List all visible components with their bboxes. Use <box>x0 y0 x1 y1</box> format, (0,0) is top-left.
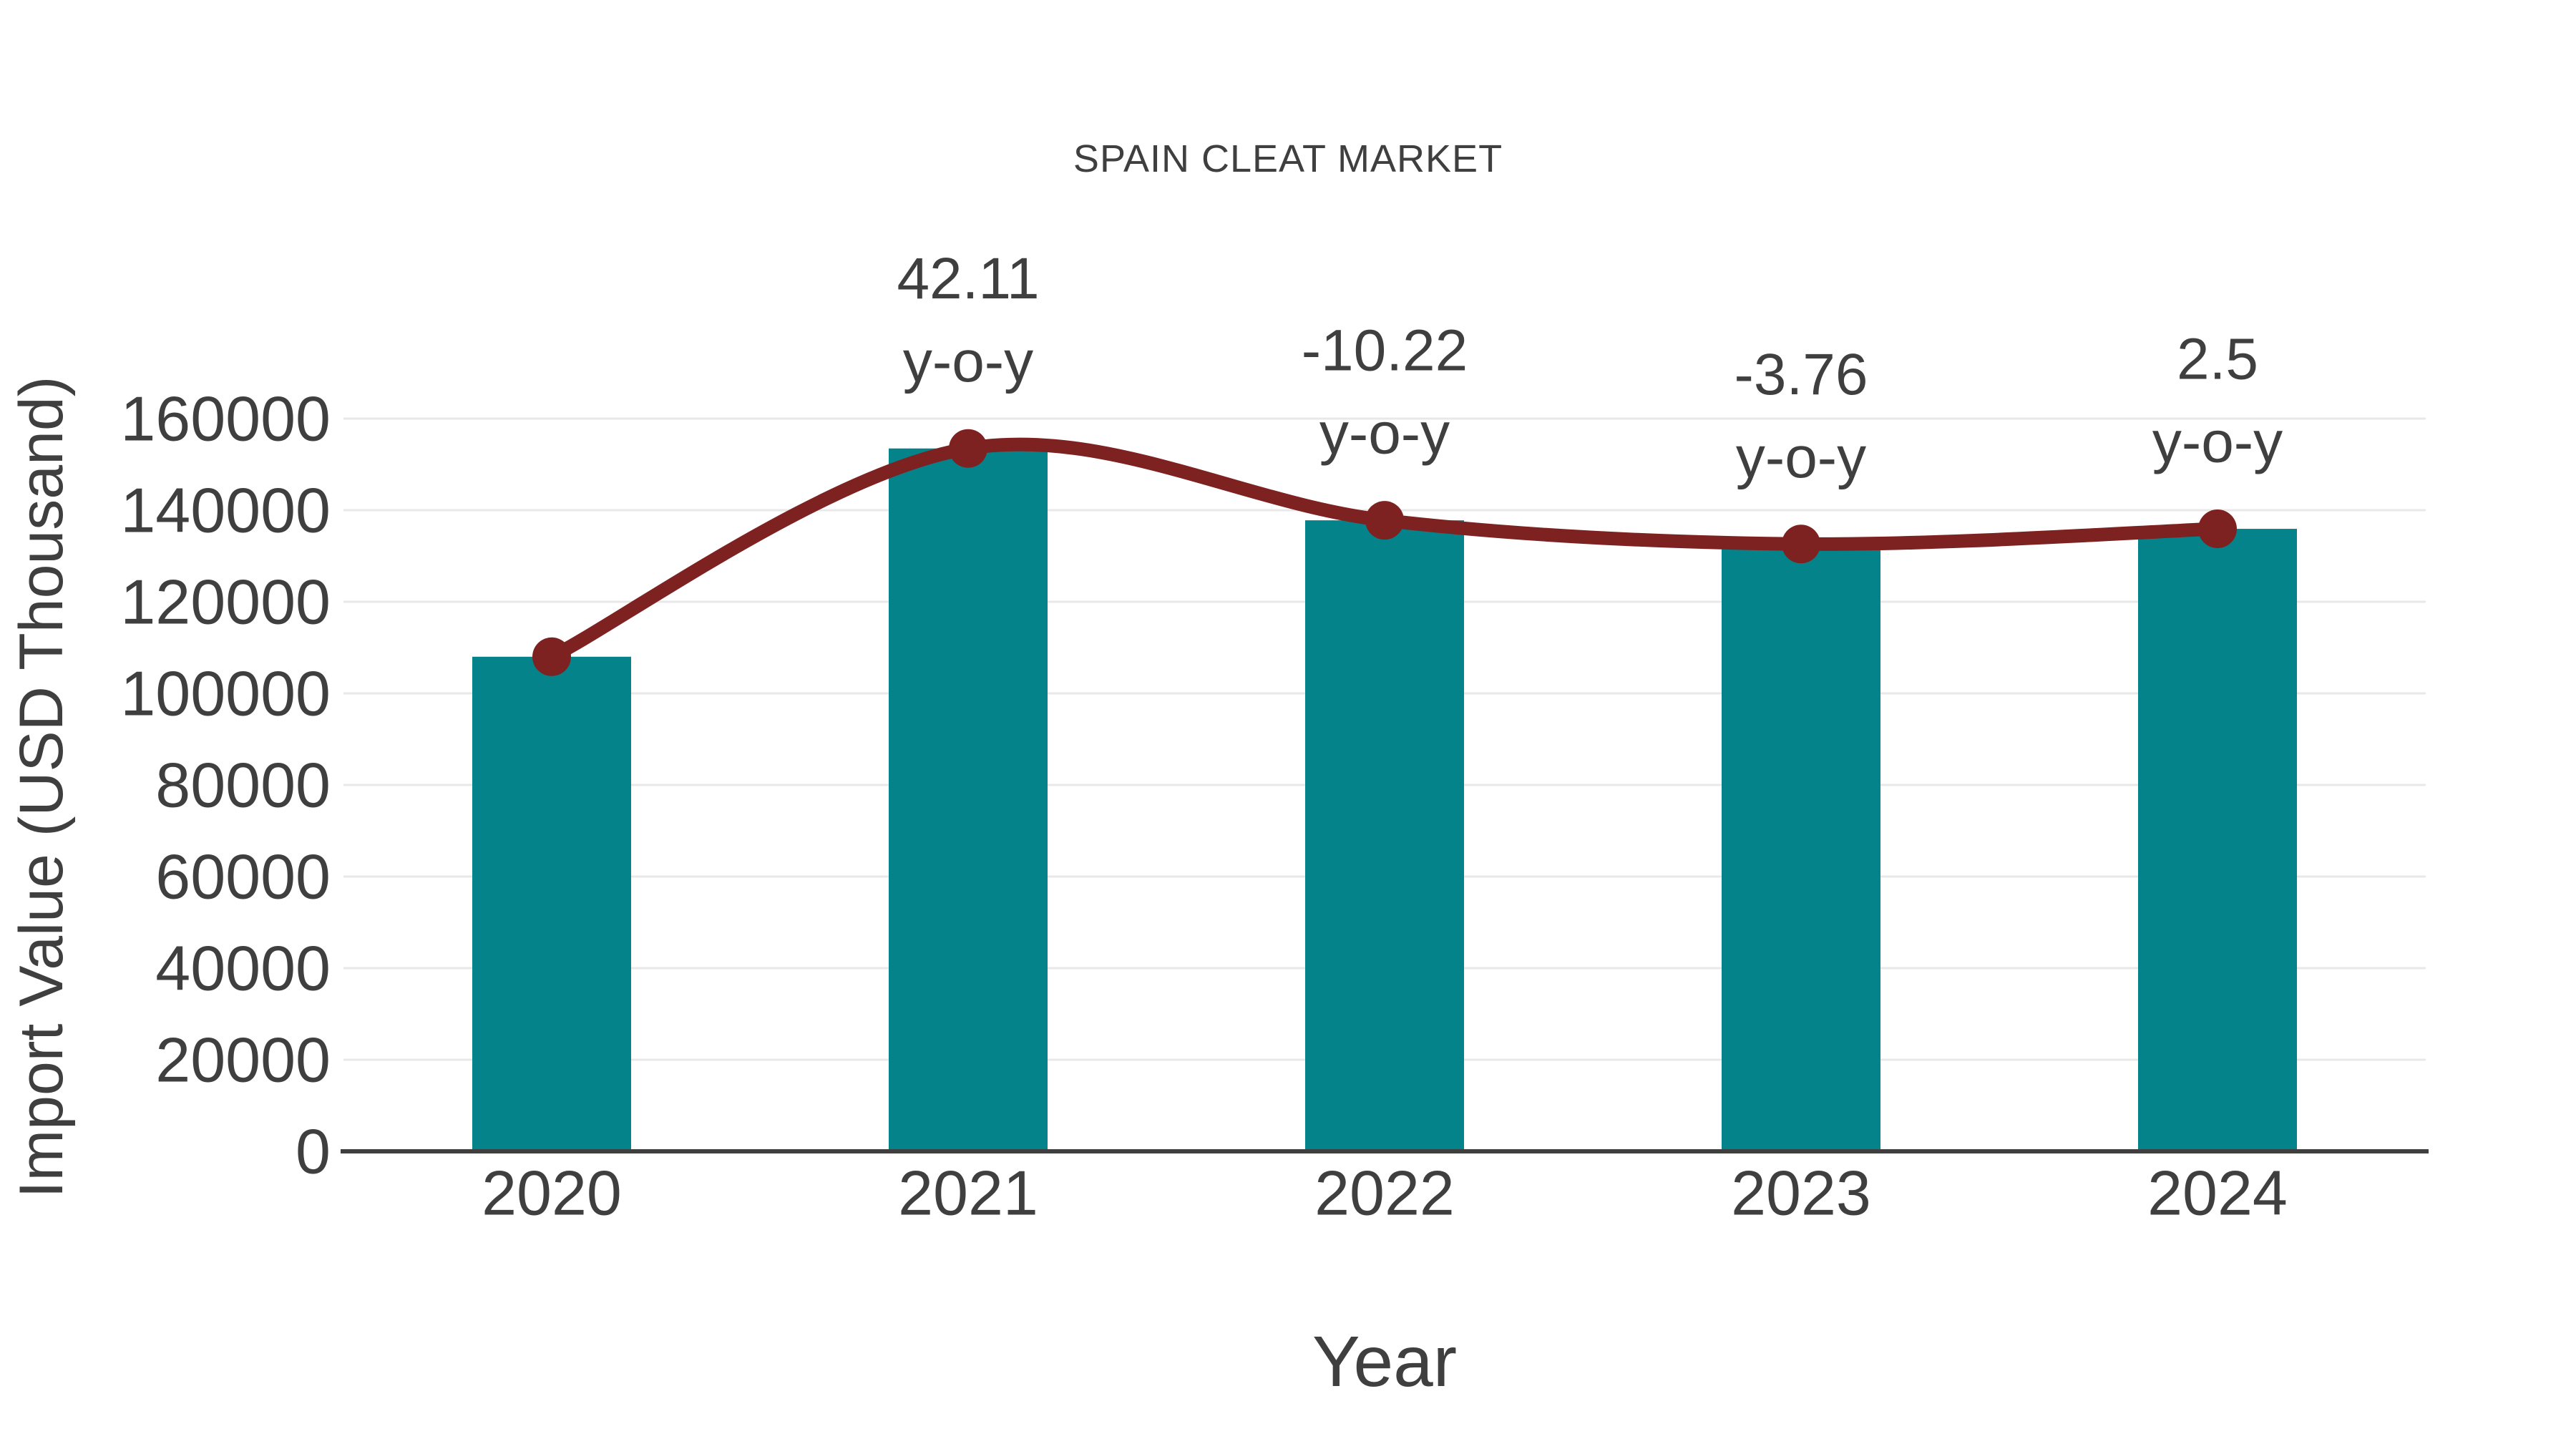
x-tick-label-2022: 2022 <box>1314 1158 1455 1229</box>
bar-2024 <box>2138 529 2297 1151</box>
line-marker-2020 <box>532 637 571 676</box>
x-axis-tick-labels: 2020 2021 2022 2023 2024 <box>482 1158 2288 1229</box>
y-tick-label-0: 0 <box>296 1116 331 1187</box>
x-axis-title: Year <box>1312 1322 1457 1402</box>
y-tick-label-160000: 160000 <box>120 384 331 454</box>
line-series <box>532 429 2237 676</box>
line-marker-2023 <box>1782 525 1820 564</box>
yoy-suffix-2024: y-o-y <box>2152 410 2283 475</box>
bar-2022 <box>1305 520 1464 1151</box>
yoy-suffix-2021: y-o-y <box>903 329 1033 394</box>
yoy-value-2022: -10.22 <box>1302 318 1468 384</box>
x-tick-label-2021: 2021 <box>898 1158 1038 1229</box>
line-marker-2024 <box>2198 509 2237 549</box>
bar-2023 <box>1722 544 1880 1151</box>
y-axis-title: Import Value (USD Thousand) <box>7 376 76 1199</box>
yoy-value-2023: -3.76 <box>1735 342 1868 407</box>
yoy-suffix-2022: y-o-y <box>1319 401 1450 467</box>
line-marker-2021 <box>949 429 987 468</box>
y-tick-label-60000: 60000 <box>155 841 331 912</box>
yoy-annotations: 42.11 y-o-y -10.22 y-o-y -3.76 y-o-y 2.5 y-o-y <box>897 246 2283 490</box>
line-marker-2022 <box>1365 501 1404 540</box>
x-tick-label-2024: 2024 <box>2147 1158 2288 1229</box>
yoy-suffix-2023: y-o-y <box>1736 425 1866 490</box>
y-tick-label-80000: 80000 <box>155 750 331 821</box>
y-tick-label-100000: 100000 <box>120 658 331 729</box>
yoy-value-2024: 2.5 <box>2177 327 2258 392</box>
y-tick-label-40000: 40000 <box>155 933 331 1004</box>
y-tick-label-20000: 20000 <box>155 1025 331 1096</box>
y-axis-tick-labels: 0 20000 40000 60000 80000 100000 120000 140000 1… <box>120 384 331 1187</box>
bar-2020 <box>472 656 631 1151</box>
y-tick-label-140000: 140000 <box>120 475 331 546</box>
bar-series <box>472 448 2297 1151</box>
y-tick-label-120000: 120000 <box>120 567 331 638</box>
x-tick-label-2023: 2023 <box>1731 1158 1871 1229</box>
bar-2021 <box>889 448 1048 1151</box>
yoy-value-2021: 42.11 <box>897 246 1039 311</box>
x-tick-label-2020: 2020 <box>482 1158 622 1229</box>
chart-title: SPAIN CLEAT MARKET <box>1073 137 1503 180</box>
